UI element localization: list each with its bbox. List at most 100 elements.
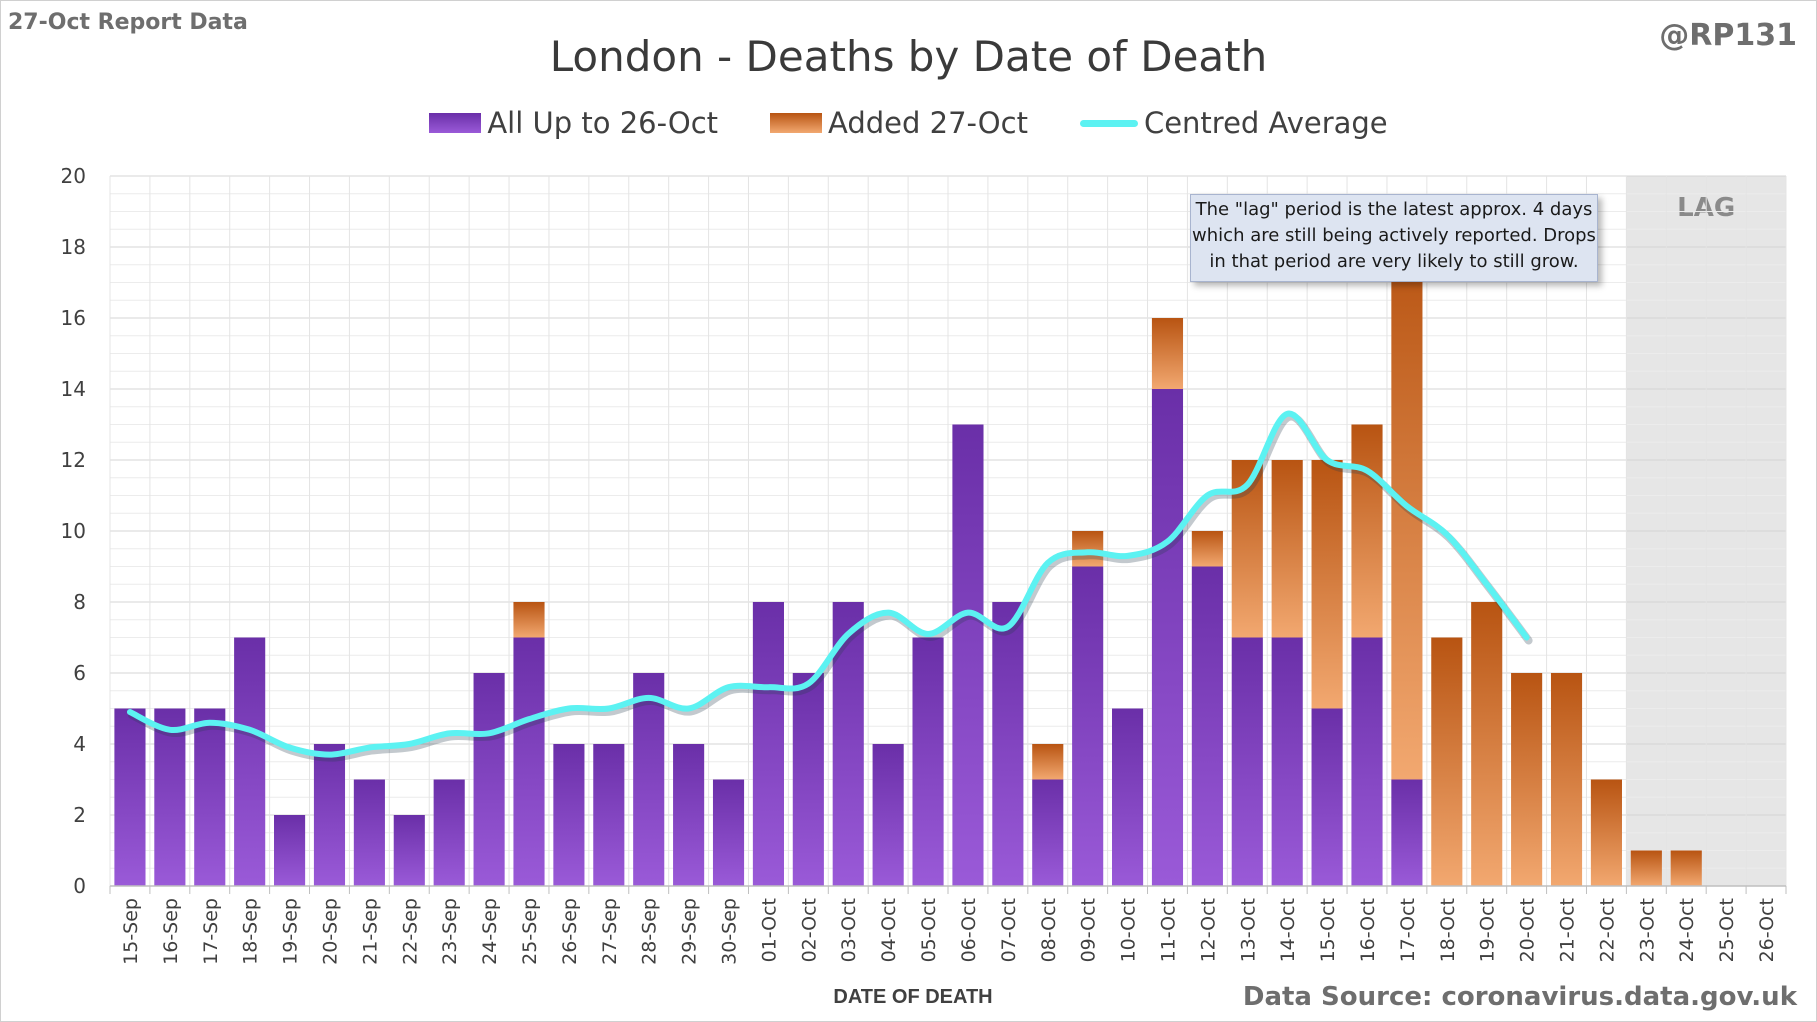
bar-added-27-oct [1351, 424, 1383, 638]
x-tick-label: 25-Oct [1716, 898, 1738, 962]
report-date-label: 27-Oct Report Data [8, 10, 248, 35]
bar-all-up-to-26-oct [1151, 389, 1184, 886]
bar-all-up-to-26-oct [154, 708, 186, 886]
x-tick-label: 18-Sep [240, 898, 262, 965]
legend: All Up to 26-Oct Added 27-Oct Centred Av… [0, 106, 1817, 140]
bar-all-up-to-26-oct [433, 779, 465, 886]
bar-all-up-to-26-oct [673, 744, 705, 886]
bar-all-up-to-26-oct [633, 673, 665, 886]
bar-all-up-to-26-oct [353, 779, 385, 886]
x-tick-label: 19-Oct [1477, 898, 1499, 962]
y-tick-label: 2 [73, 803, 86, 827]
bar-all-up-to-26-oct [712, 779, 745, 886]
bar-added-27-oct [1191, 531, 1223, 567]
x-tick-label: 05-Oct [918, 898, 940, 962]
x-tick-label: 28-Sep [639, 898, 661, 965]
bar-all-up-to-26-oct [553, 744, 585, 886]
x-tick-label: 23-Sep [439, 898, 461, 965]
x-tick-label: 20-Sep [319, 898, 341, 965]
x-tick-label: 04-Oct [878, 898, 900, 962]
bar-all-up-to-26-oct [274, 815, 306, 886]
x-tick-label: 25-Sep [519, 898, 541, 965]
average-line [126, 410, 1533, 762]
bar-all-up-to-26-oct [1391, 779, 1423, 886]
bar-all-up-to-26-oct [1231, 637, 1263, 886]
y-tick-label: 12 [61, 448, 86, 472]
x-tick-label: 26-Oct [1756, 898, 1778, 962]
bar-added-27-oct [1032, 744, 1064, 780]
bar-all-up-to-26-oct [513, 637, 545, 886]
bar-all-up-to-26-oct [1112, 708, 1144, 886]
bar-all-up-to-26-oct [114, 708, 146, 886]
bar-all-up-to-26-oct [1311, 708, 1343, 886]
y-tick-label: 4 [73, 732, 86, 756]
bar-added-27-oct [1550, 673, 1583, 886]
legend-label-all: All Up to 26-Oct [487, 106, 719, 140]
x-tick-label: 16-Oct [1357, 898, 1379, 962]
x-tick-label: 11-Oct [1157, 898, 1179, 962]
x-tick-label: 01-Oct [758, 898, 780, 962]
bar-all-up-to-26-oct [1191, 566, 1223, 886]
bar-all-up-to-26-oct [393, 815, 425, 886]
author-handle: @RP131 [1659, 18, 1797, 53]
bar-all-up-to-26-oct [992, 602, 1024, 886]
x-tick-label: 17-Oct [1397, 898, 1419, 962]
bar-added-27-oct [1151, 318, 1184, 389]
x-tick-label: 13-Oct [1237, 898, 1259, 962]
y-tick-label: 16 [61, 306, 86, 330]
y-tick-label: 8 [73, 590, 86, 614]
bar-all-up-to-26-oct [234, 637, 266, 886]
bar-added-27-oct [1271, 460, 1303, 638]
bar-all-up-to-26-oct [1271, 637, 1303, 886]
bar-added-27-oct [1072, 531, 1104, 567]
x-tick-label: 16-Sep [160, 898, 182, 965]
x-tick-label: 24-Sep [479, 898, 501, 965]
bar-all-up-to-26-oct [952, 424, 984, 886]
lag-annotation-callout: The "lag" period is the latest approx. 4… [1190, 194, 1598, 282]
bar-added-27-oct [1511, 673, 1543, 886]
bar-added-27-oct [513, 602, 545, 638]
bar-all-up-to-26-oct [593, 744, 625, 886]
x-tick-label: 27-Sep [599, 898, 621, 965]
x-tick-label: 09-Oct [1078, 898, 1100, 962]
legend-item-average: Centred Average [1079, 106, 1388, 140]
x-tick-label: 15-Sep [120, 898, 142, 965]
bar-all-up-to-26-oct [1351, 637, 1383, 886]
x-tick-label: 21-Sep [359, 898, 381, 965]
bar-added-27-oct [1630, 850, 1662, 886]
x-axis-title: DATE OF DEATH [833, 986, 993, 1008]
x-tick-label: 06-Oct [958, 898, 980, 962]
y-tick-label: 10 [61, 519, 86, 543]
x-tick-label: 03-Oct [838, 898, 860, 962]
bar-all-up-to-26-oct [792, 673, 824, 886]
x-tick-label: 24-Oct [1676, 898, 1698, 962]
x-tick-label: 22-Sep [399, 898, 421, 965]
x-tick-label: 30-Sep [719, 898, 741, 965]
bar-added-27-oct [1471, 602, 1503, 886]
y-tick-label: 0 [73, 874, 86, 898]
x-tick-label: 10-Oct [1118, 898, 1140, 962]
x-tick-label: 22-Oct [1596, 898, 1618, 962]
legend-swatch-purple [429, 113, 482, 133]
legend-swatch-orange [770, 113, 823, 133]
x-tick-label: 19-Sep [280, 898, 302, 965]
bar-all-up-to-26-oct [473, 673, 505, 886]
x-tick-label: 12-Oct [1197, 898, 1219, 962]
x-tick-label: 18-Oct [1437, 898, 1459, 962]
x-tick-label: 21-Oct [1557, 898, 1579, 962]
x-tick-label: 20-Oct [1517, 898, 1539, 962]
axes: 0 2 4 6 8 10 12 14 16 18 20 15-Sep 16-Sep 17-Sep 18-Se… [61, 164, 1787, 965]
x-tick-label: 17-Sep [200, 898, 222, 965]
legend-swatch-line [1079, 119, 1138, 127]
y-tick-label: 14 [61, 377, 86, 401]
bar-all-up-to-26-oct [194, 708, 226, 886]
y-tick-label: 20 [61, 164, 86, 188]
bar-all-up-to-26-oct [1032, 779, 1064, 886]
bar-added-27-oct [1431, 637, 1463, 886]
y-tick-label: 6 [73, 661, 86, 685]
centred-average-line [126, 410, 1530, 758]
x-tick-label: 08-Oct [1038, 898, 1060, 962]
bar-all-up-to-26-oct [313, 744, 346, 886]
legend-item-added: Added 27-Oct [770, 106, 1028, 140]
